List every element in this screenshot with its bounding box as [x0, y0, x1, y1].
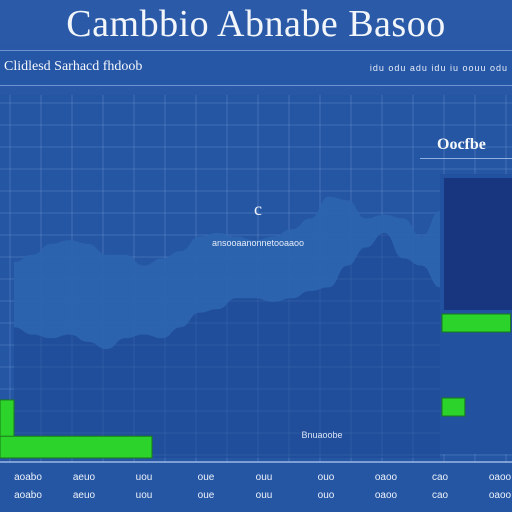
x-tick-label-secondary: aeuo	[73, 490, 96, 501]
x-tick-label-secondary: aoabo	[14, 490, 42, 501]
x-tick-label: uou	[136, 472, 153, 483]
side-panel-block	[444, 178, 512, 310]
area-band	[14, 196, 440, 350]
x-tick-label: aeuo	[73, 472, 96, 483]
chart-bars	[0, 399, 153, 459]
x-tick-label: oaoo	[489, 472, 512, 483]
x-tick-label-secondary: oaoo	[375, 490, 398, 501]
header-right-text: idu odu adu idu iu oouu odu	[369, 63, 508, 73]
x-tick-label-secondary: ouo	[318, 490, 335, 501]
x-tick-label-secondary: oaoo	[489, 490, 512, 501]
chart-labels: c ansooaanonnetooaaoo Bnuaoobe aoabo aoabo ae…	[14, 199, 511, 501]
side-bar	[441, 313, 512, 333]
side-panel	[440, 174, 512, 454]
x-tick-label: aoabo	[14, 472, 42, 483]
area-lower-shade	[14, 232, 440, 458]
header-left-text: Clidlesd Sarhacd fhdoob	[4, 59, 143, 74]
bar	[0, 435, 153, 459]
x-tick-label: oue	[198, 472, 215, 483]
side-bar	[441, 397, 466, 417]
x-tick-label: ouo	[318, 472, 335, 483]
side-panel-title: Oocfbe	[437, 136, 486, 153]
bottom-label: Bnuaoobe	[301, 430, 342, 440]
x-tick-label-secondary: uou	[136, 490, 153, 501]
x-tick-label-secondary: cao	[432, 490, 449, 501]
x-tick-label-secondary: ouu	[256, 490, 273, 501]
side-panel-divider	[420, 158, 512, 159]
annotation-text: ansooaanonnetooaaoo	[212, 238, 304, 248]
chart-areas	[14, 196, 440, 458]
x-tick-label-secondary: oue	[198, 490, 215, 501]
x-tick-label: oaoo	[375, 472, 398, 483]
header-bar	[0, 50, 512, 86]
chart-title: Cambbio Abnabe Basoo	[66, 3, 446, 45]
annotation-glyph: c	[254, 199, 262, 219]
x-tick-label: cao	[432, 472, 449, 483]
x-tick-label: ouu	[256, 472, 273, 483]
